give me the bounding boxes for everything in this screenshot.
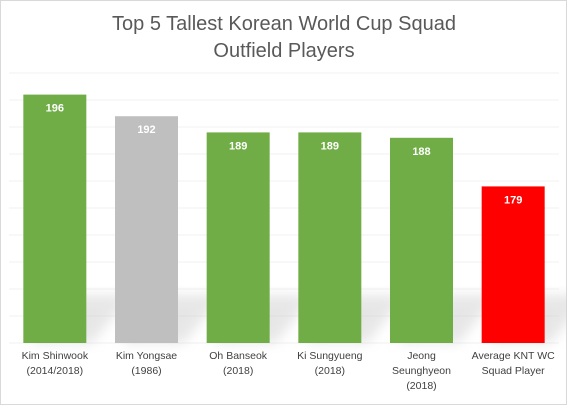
chart-title-line-2: Outfield Players xyxy=(213,40,354,62)
bar xyxy=(390,137,453,343)
category-label: Kim Shinwook (2014/2018) xyxy=(22,350,89,377)
category-label: Oh Banseok (2018) xyxy=(209,350,268,377)
category-label-line: (2018) xyxy=(315,365,345,377)
category-label-line: Ki Sungyueng xyxy=(297,350,363,362)
category-label-line: Oh Banseok xyxy=(209,350,268,362)
category-label-line: Kim Yongsae xyxy=(116,350,177,362)
data-labels: 196 192 189 189 188 179 xyxy=(46,103,523,207)
bar xyxy=(481,186,545,343)
bar xyxy=(23,94,87,343)
category-label: Average KNT WC Squad Player xyxy=(472,350,555,377)
bar xyxy=(298,132,362,343)
data-label: 188 xyxy=(412,146,430,158)
category-label-line: Kim Shinwook xyxy=(22,350,89,362)
category-label-line: Squad Player xyxy=(482,365,546,377)
bar xyxy=(206,132,270,343)
category-label-line: Average KNT WC xyxy=(472,350,555,362)
category-label: Jeong Seunghyeon (2018) xyxy=(392,350,451,392)
category-labels: Kim Shinwook (2014/2018) Kim Yongsae (1986)… xyxy=(22,350,556,392)
category-label-line: Seunghyeon xyxy=(392,365,451,377)
category-label-line: (2018) xyxy=(223,365,253,377)
category-label-line: (2014/2018) xyxy=(27,365,84,377)
category-label-line: (1986) xyxy=(131,365,161,377)
category-label: Kim Yongsae (1986) xyxy=(116,350,177,377)
bars xyxy=(23,94,545,343)
data-label: 196 xyxy=(46,103,64,115)
bar xyxy=(115,116,178,343)
data-label: 189 xyxy=(229,140,247,152)
data-label: 179 xyxy=(504,194,522,206)
data-label: 189 xyxy=(321,140,339,152)
category-label: Ki Sungyueng (2018) xyxy=(297,350,363,377)
chart-title-line-1: Top 5 Tallest Korean World Cup Squad xyxy=(112,13,456,35)
category-label-line: Jeong xyxy=(407,350,436,362)
category-label-line: (2018) xyxy=(406,380,436,392)
data-label: 192 xyxy=(137,124,155,136)
